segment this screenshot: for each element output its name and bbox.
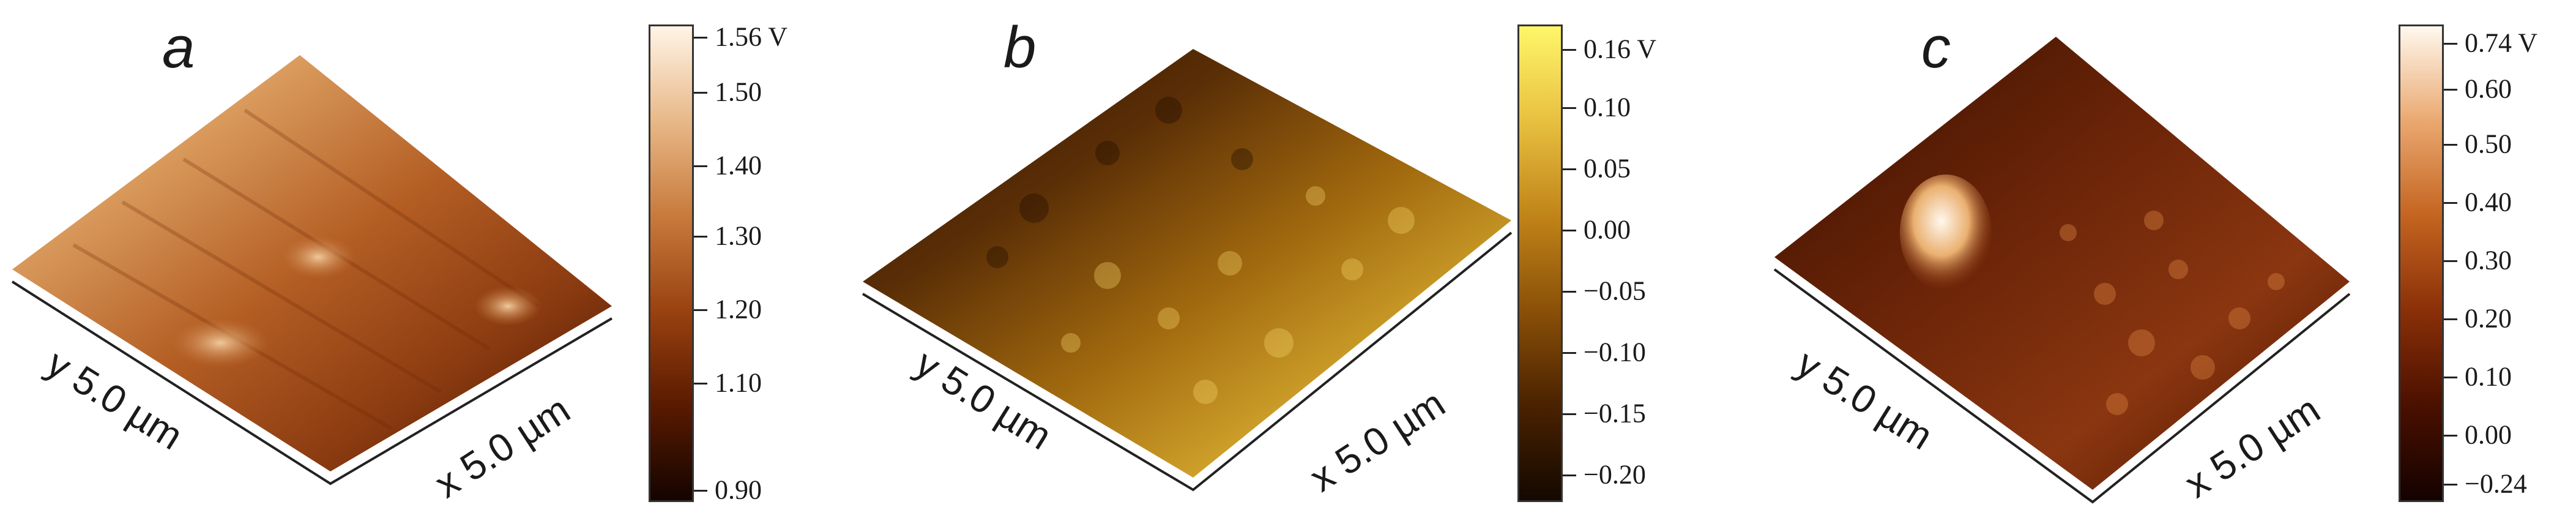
surface-a-frame [11, 280, 613, 486]
surface-b-texture [1061, 186, 1415, 404]
tick-label: 0.30 [2465, 245, 2512, 276]
colorbar-a [649, 24, 694, 502]
tick-label: 0.00 [1584, 214, 1631, 245]
tick-label: 0.20 [2465, 303, 2512, 334]
tick-label: 0.00 [2465, 419, 2512, 450]
tick [2444, 43, 2457, 45]
colorbar-c [2399, 24, 2444, 502]
tick [694, 490, 707, 492]
tick-label: 0.74 V [2465, 28, 2537, 58]
tick [694, 37, 707, 39]
tick [1563, 413, 1576, 415]
tick [2444, 89, 2457, 91]
surface-a [11, 55, 613, 486]
tick-label: 1.30 [715, 220, 762, 251]
surface-b-frame [862, 231, 1513, 492]
panel-b: b y 5.0 µm x 5.0 µm 0.16 V 0.10 0.05 0.0… [851, 0, 1707, 529]
surface-b-top [863, 49, 1511, 478]
tick-label: 1.10 [715, 367, 762, 398]
colorbar-b [1517, 24, 1563, 502]
surface-a-bump-2 [474, 287, 542, 326]
panel-a: a y 5.0 µm x 5.0 µm 1.56 V 1.50 1.40 1.3… [0, 0, 857, 529]
tick-label: −0.05 [1584, 276, 1646, 306]
tick-label: 0.40 [2465, 187, 2512, 217]
surface-c [1773, 37, 2351, 504]
tick-label: 1.56 V [715, 21, 787, 52]
tick [1563, 49, 1576, 51]
tick-label: −0.24 [2465, 468, 2527, 499]
tick [2444, 144, 2457, 146]
tick [2444, 202, 2457, 204]
tick [2444, 484, 2457, 486]
tick [1563, 168, 1576, 170]
surface-b-shadows [986, 97, 1253, 268]
surface-c-texture [2060, 211, 2285, 415]
surface-c-peak [1900, 174, 1992, 291]
tick-label: 0.60 [2465, 73, 2512, 104]
surface-b [862, 49, 1513, 492]
tick [2444, 260, 2457, 262]
surface-a-bump-1 [281, 236, 355, 279]
tick [694, 383, 707, 385]
tick-label: −0.20 [1584, 459, 1646, 490]
surface-c-top [1774, 37, 2350, 490]
tick [2444, 318, 2457, 320]
tick-label: 0.05 [1584, 153, 1631, 184]
tick [2444, 377, 2457, 378]
tick-label: 1.20 [715, 294, 762, 325]
tick [1563, 475, 1576, 476]
tick [694, 92, 707, 94]
surface-c-frame [1773, 268, 2351, 504]
surface-a-bump-3 [171, 318, 269, 367]
tick-label: 1.50 [715, 77, 762, 107]
tick [694, 165, 707, 167]
tick-label: −0.10 [1584, 337, 1646, 367]
tick [1563, 352, 1576, 354]
tick-label: 1.40 [715, 150, 762, 181]
tick [694, 236, 707, 238]
panel-letter: a [162, 15, 195, 80]
tick [1563, 230, 1576, 231]
tick-label: −0.15 [1584, 398, 1646, 429]
panel-letter: c [1921, 15, 1951, 80]
tick-label: 0.50 [2465, 129, 2512, 159]
tick [1563, 291, 1576, 293]
tick [1563, 107, 1576, 109]
tick-label: 0.90 [715, 475, 762, 505]
panel-letter: b [1003, 15, 1037, 80]
tick-label: 0.10 [1584, 92, 1631, 122]
panel-c: c y 5.0 µm x 5.0 µm 0.74 V 0.60 0.50 0.4… [1738, 0, 2576, 529]
tick [694, 309, 707, 311]
tick [2444, 435, 2457, 437]
tick-label: 0.10 [2465, 361, 2512, 392]
tick-label: 0.16 V [1584, 34, 1656, 64]
